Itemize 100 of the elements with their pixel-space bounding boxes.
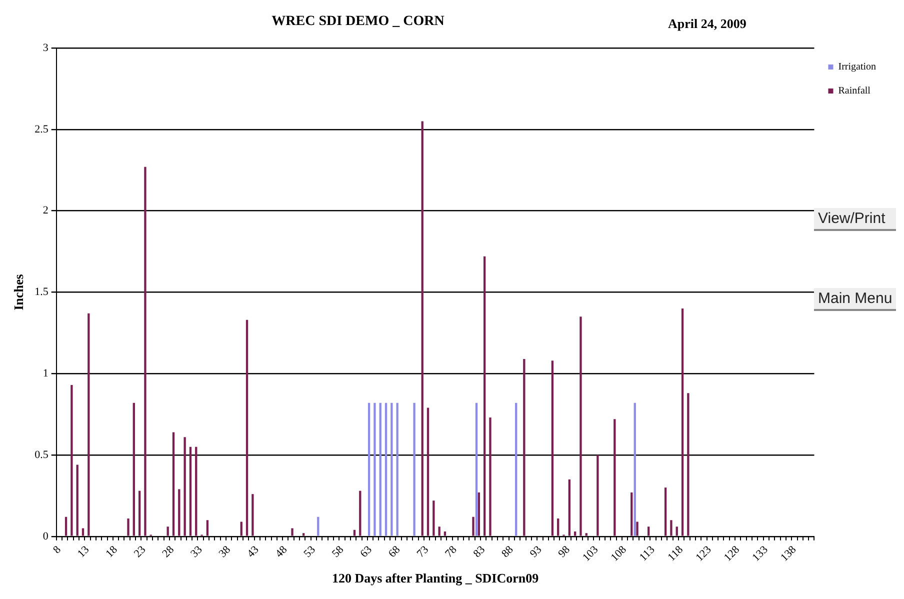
legend-label: Rainfall	[838, 86, 871, 97]
bar	[240, 522, 242, 536]
bar	[206, 520, 209, 536]
y-axis-title: Inches	[11, 274, 26, 310]
bar	[670, 520, 672, 536]
x-tick-label: 133	[750, 543, 771, 564]
legend-label: Irrigation	[838, 62, 876, 73]
bar	[195, 446, 198, 536]
bar	[421, 121, 424, 536]
bar	[614, 419, 616, 536]
x-tick-label: 128	[722, 543, 742, 564]
bar	[184, 437, 186, 536]
x-tick-label: 78	[442, 543, 460, 560]
x-tick-label: 18	[104, 543, 120, 560]
x-tick-label: 58	[330, 543, 346, 560]
bar	[359, 490, 362, 536]
bar	[144, 166, 146, 536]
x-tick-label: 118	[666, 543, 686, 564]
y-tick-label: 1.5	[34, 286, 49, 298]
bar	[252, 494, 254, 536]
y-tick-label: 2.5	[34, 123, 49, 136]
x-tick-label: 108	[608, 543, 630, 564]
y-tick-label: 0.5	[34, 448, 49, 461]
bar	[178, 489, 180, 536]
bar	[483, 256, 486, 536]
text: Main Menu	[817, 289, 894, 309]
x-tick-label: 83	[471, 543, 488, 560]
bar	[379, 402, 382, 536]
x-tick-label: 138	[778, 543, 799, 564]
x-tick-label: 63	[358, 543, 375, 560]
bar	[551, 360, 554, 536]
x-tick-label: 33	[188, 543, 206, 560]
x-tick-label: 103	[580, 543, 602, 564]
bar	[634, 402, 636, 536]
x-axis-title: 120 Days after Planting _ SDICorn09	[332, 570, 540, 586]
bar	[368, 402, 370, 536]
bar	[396, 402, 398, 536]
bar	[636, 522, 638, 536]
bar	[82, 528, 84, 536]
x-tick-label: 53	[302, 543, 318, 560]
bar	[432, 500, 435, 536]
bar	[246, 320, 248, 536]
bar	[489, 418, 492, 536]
x-tick-label: 13	[75, 543, 92, 560]
x-tick-label: 68	[386, 543, 404, 560]
bar	[127, 518, 130, 536]
bar	[413, 402, 416, 536]
bar	[390, 402, 393, 536]
x-tick-label: 8	[50, 543, 64, 556]
bar	[568, 479, 570, 536]
y-tick-label: 1	[42, 367, 48, 380]
bar	[64, 516, 68, 536]
bar	[166, 526, 169, 536]
bar	[472, 516, 474, 536]
bar	[138, 490, 141, 536]
bar	[438, 526, 440, 536]
bar	[676, 526, 678, 536]
bar	[648, 526, 650, 536]
bar	[426, 408, 430, 536]
bar	[580, 316, 582, 536]
bar	[475, 402, 478, 536]
x-tick-label: 93	[528, 543, 544, 560]
x-tick-label: 88	[500, 543, 516, 560]
bar	[664, 488, 667, 536]
x-tick-label: 23	[132, 543, 149, 560]
bar	[444, 532, 446, 536]
bar	[585, 533, 588, 536]
bar	[681, 308, 684, 536]
text: April 24, 2009	[668, 16, 746, 32]
bar	[557, 518, 560, 536]
x-tick-label: 98	[556, 543, 573, 560]
bar	[574, 532, 576, 536]
bar	[189, 446, 192, 536]
x-tick-label: 48	[273, 543, 290, 560]
y-tick-label: 0	[42, 530, 49, 542]
bar	[70, 384, 73, 536]
bar	[596, 455, 599, 536]
bar	[88, 313, 90, 536]
chart-title: WREC SDI DEMO _ CORN	[270, 14, 446, 30]
x-tick-label: 28	[160, 543, 177, 560]
bar	[515, 402, 518, 536]
x-tick-label: 123	[694, 543, 714, 564]
bar	[317, 516, 320, 536]
bar	[478, 492, 480, 536]
bar	[374, 402, 376, 536]
x-tick-label: 38	[216, 543, 234, 560]
x-tick-label: 43	[245, 543, 262, 560]
bar	[630, 492, 633, 536]
x-tick-label: 73	[414, 543, 432, 560]
text: View/Print	[817, 209, 886, 229]
bar	[687, 393, 690, 536]
bar	[291, 528, 294, 536]
bar	[384, 402, 388, 536]
bar	[172, 432, 175, 536]
bar	[353, 530, 356, 536]
bar	[76, 464, 78, 536]
y-tick-label: 2	[42, 204, 48, 217]
bar	[132, 402, 135, 536]
bar	[302, 533, 305, 536]
y-tick-label: 3	[42, 42, 49, 54]
